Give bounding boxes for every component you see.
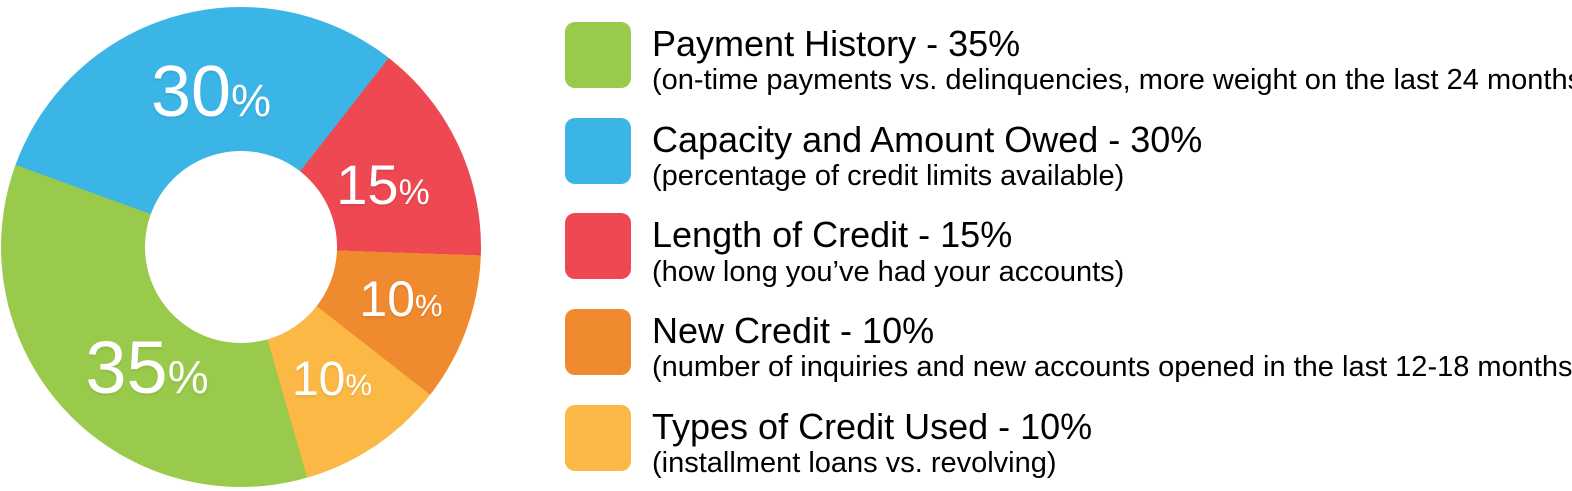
slice-label-types-of-credit-used: 10% [292, 356, 372, 404]
slice-value: 30 [150, 52, 232, 132]
chart-legend: Payment History - 35% (on-time payments … [565, 22, 1572, 491]
legend-subtitle: (on-time payments vs. delinquencies, mor… [652, 64, 1572, 97]
legend-text: Capacity and Amount Owed - 30% (percenta… [652, 118, 1202, 194]
donut-hole [145, 151, 337, 343]
legend-subtitle: (how long you’ve had your accounts) [652, 255, 1125, 288]
percent-sign: % [167, 351, 209, 403]
legend-subtitle: (percentage of credit limits available) [652, 159, 1125, 192]
legend-item-length-of-credit: Length of Credit - 15% (how long you’ve … [565, 213, 1565, 289]
percent-sign: % [345, 369, 373, 402]
legend-item-types-of-credit-used: Types of Credit Used - 10% (installment … [565, 404, 1565, 481]
legend-text: Length of Credit - 15% (how long you’ve … [652, 213, 1124, 289]
legend-item-capacity-amount-owed: Capacity and Amount Owed - 30% (percenta… [565, 117, 1565, 194]
percent-sign: % [231, 75, 272, 126]
slice-value: 10 [291, 353, 346, 406]
legend-swatch-green [565, 22, 631, 88]
legend-text: Types of Credit Used - 10% (installment … [652, 405, 1092, 481]
legend-title: Length of Credit - 15% [652, 214, 1013, 256]
legend-title: Types of Credit Used - 10% [652, 405, 1093, 447]
slice-label-capacity-amount-owed: 30% [151, 56, 271, 128]
legend-swatch-yellow [565, 404, 631, 471]
donut-chart-area: 35% 30% 15% 10% 10% [0, 0, 500, 491]
legend-subtitle: (installment loans vs. revolving) [652, 446, 1057, 479]
legend-title: Capacity and Amount Owed - 30% [652, 118, 1203, 160]
legend-swatch-red [565, 213, 631, 280]
slice-label-payment-history: 35% [85, 331, 208, 405]
legend-item-payment-history: Payment History - 35% (on-time payments … [565, 22, 1572, 98]
percent-sign: % [398, 173, 430, 212]
slice-value: 15 [336, 153, 399, 216]
legend-swatch-blue [565, 117, 631, 184]
percent-sign: % [415, 288, 443, 323]
legend-text: New Credit - 10% (number of inquiries an… [652, 309, 1572, 385]
legend-item-new-credit: New Credit - 10% (number of inquiries an… [565, 308, 1572, 385]
slice-label-new-credit: 10% [359, 274, 442, 324]
legend-swatch-orange [565, 308, 631, 375]
slice-value: 35 [85, 326, 168, 409]
slice-value: 10 [359, 271, 416, 327]
legend-title: New Credit - 10% [652, 309, 935, 351]
legend-title: Payment History - 35% [652, 23, 1021, 64]
slice-label-length-of-credit: 15% [336, 157, 429, 213]
legend-subtitle: (number of inquiries and new accounts op… [652, 351, 1572, 384]
legend-text: Payment History - 35% (on-time payments … [652, 22, 1572, 98]
